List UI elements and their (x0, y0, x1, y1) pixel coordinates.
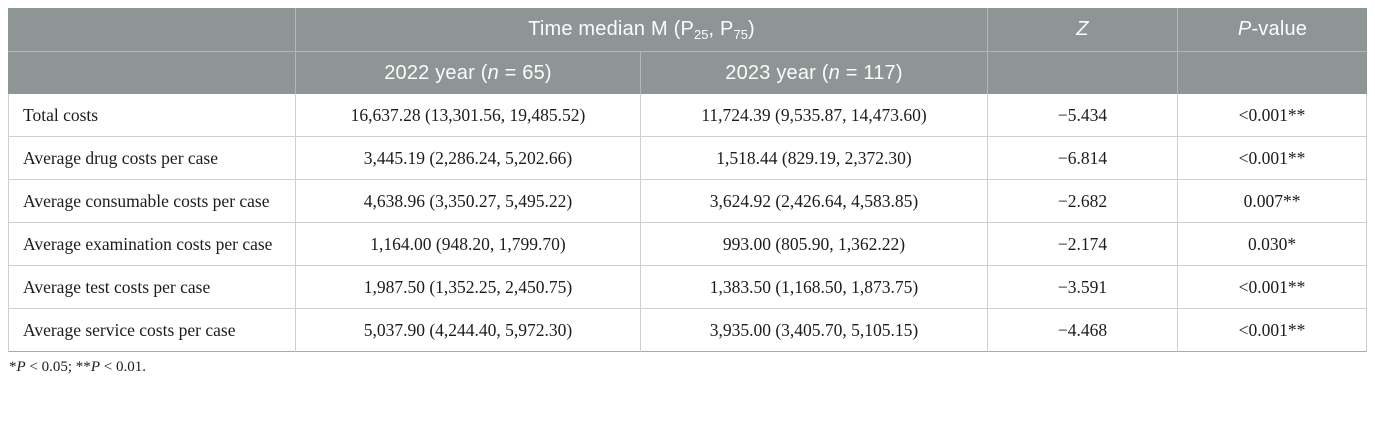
z-value-cell: −2.174 (988, 223, 1179, 266)
value-2023-cell: 993.00 (805.90, 1,362.22) (641, 223, 989, 266)
p-value-cell: <0.001** (1178, 309, 1368, 352)
p-value-cell: <0.001** (1178, 266, 1368, 309)
row-label-cell: Average examination costs per case (8, 223, 296, 266)
header-row-group: Time median M (P25, P75) Z P-value (8, 8, 1368, 52)
table-row: Average drug costs per case 3,445.19 (2,… (8, 137, 1368, 180)
table-figure: Time median M (P25, P75) Z P-value 2022 … (8, 8, 1368, 375)
z-value-cell: −4.468 (988, 309, 1179, 352)
footnote: *P < 0.05; **P < 0.01. (9, 359, 146, 375)
table-row: Average service costs per case 5,037.90 … (8, 309, 1368, 352)
value-2023-cell: 3,935.00 (3,405.70, 5,105.15) (641, 309, 989, 352)
value-2023-cell: 1,518.44 (829.19, 2,372.30) (641, 137, 989, 180)
table-row: Average examination costs per case 1,164… (8, 223, 1368, 266)
z-value-cell: −5.434 (988, 94, 1179, 137)
value-2023-cell: 11,724.39 (9,535.87, 14,473.60) (641, 94, 989, 137)
z-value-cell: −6.814 (988, 137, 1179, 180)
header-empty-cell (988, 52, 1179, 94)
header-2023: 2023 year (n = 117) (641, 52, 989, 94)
header-z: Z (988, 8, 1179, 52)
row-label-cell: Average test costs per case (8, 266, 296, 309)
row-label-cell: Average drug costs per case (8, 137, 296, 180)
value-2022-cell: 3,445.19 (2,286.24, 5,202.66) (296, 137, 641, 180)
table-header: Time median M (P25, P75) Z P-value 2022 … (8, 8, 1368, 94)
row-label-cell: Average consumable costs per case (8, 180, 296, 223)
table-row: Total costs 16,637.28 (13,301.56, 19,485… (8, 94, 1368, 137)
header-p-value: P-value (1178, 8, 1368, 52)
header-row-years: 2022 year (n = 65) 2023 year (n = 117) (8, 52, 1368, 94)
value-2022-cell: 16,637.28 (13,301.56, 19,485.52) (296, 94, 641, 137)
value-2022-cell: 4,638.96 (3,350.27, 5,495.22) (296, 180, 641, 223)
p-value-cell: <0.001** (1178, 137, 1368, 180)
header-empty-cell (8, 52, 296, 94)
row-label-cell: Average service costs per case (8, 309, 296, 352)
z-value-cell: −3.591 (988, 266, 1179, 309)
p-value-cell: 0.007** (1178, 180, 1368, 223)
table-row: Average consumable costs per case 4,638.… (8, 180, 1368, 223)
value-2023-cell: 3,624.92 (2,426.64, 4,583.85) (641, 180, 989, 223)
value-2023-cell: 1,383.50 (1,168.50, 1,873.75) (641, 266, 989, 309)
table-row: Average test costs per case 1,987.50 (1,… (8, 266, 1368, 309)
header-group-time-median: Time median M (P25, P75) (296, 8, 989, 52)
header-2022: 2022 year (n = 65) (296, 52, 641, 94)
header-empty-cell (8, 8, 296, 52)
value-2022-cell: 1,164.00 (948.20, 1,799.70) (296, 223, 641, 266)
value-2022-cell: 1,987.50 (1,352.25, 2,450.75) (296, 266, 641, 309)
statistics-table: Time median M (P25, P75) Z P-value 2022 … (8, 8, 1368, 352)
p-value-cell: 0.030* (1178, 223, 1368, 266)
table-body: Total costs 16,637.28 (13,301.56, 19,485… (8, 94, 1368, 352)
row-label-cell: Total costs (8, 94, 296, 137)
p-value-cell: <0.001** (1178, 94, 1368, 137)
header-empty-cell (1178, 52, 1368, 94)
value-2022-cell: 5,037.90 (4,244.40, 5,972.30) (296, 309, 641, 352)
z-value-cell: −2.682 (988, 180, 1179, 223)
